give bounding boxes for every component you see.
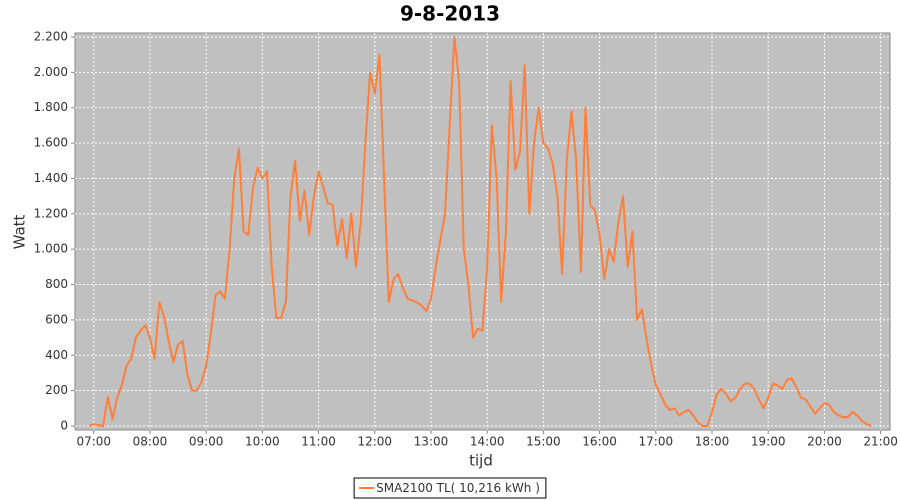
- plot-area: [74, 32, 891, 431]
- y-tick-label: 1.600: [34, 136, 68, 150]
- y-tick-label: 1.800: [34, 100, 68, 114]
- data-line: [88, 36, 872, 427]
- y-tick-label: 600: [45, 312, 68, 326]
- y-tick-label: 800: [45, 277, 68, 291]
- y-tick-label: 2.200: [34, 30, 68, 44]
- x-tick-label: 17:00: [639, 435, 674, 449]
- x-tick-label: 18:00: [695, 435, 730, 449]
- y-tick-label: 400: [45, 348, 68, 362]
- x-tick-label: 14:00: [470, 435, 505, 449]
- x-axis-label: tijd: [469, 452, 493, 470]
- legend-box: [353, 477, 547, 499]
- x-tick-label: 12:00: [357, 435, 392, 449]
- x-tick-label: 11:00: [301, 435, 336, 449]
- x-tick-label: 15:00: [526, 435, 561, 449]
- x-tick-label: 10:00: [245, 435, 280, 449]
- y-tick-label: 1.200: [34, 206, 68, 220]
- x-tick-label: 09:00: [189, 435, 224, 449]
- x-tick-label: 19:00: [751, 435, 786, 449]
- y-axis-label: Watt: [11, 214, 29, 249]
- y-tick-label: 1.400: [34, 171, 68, 185]
- y-tick-label: 2.000: [34, 65, 68, 79]
- x-tick-label: 20:00: [807, 435, 842, 449]
- y-tick-label: 200: [45, 383, 68, 397]
- legend-label: SMA2100 TL( 10,216 kWh ): [376, 481, 540, 495]
- x-tick-label: 07:00: [76, 435, 111, 449]
- y-tick-label: 1.000: [34, 242, 68, 256]
- y-tick-label: 0: [60, 419, 68, 433]
- legend: SMA2100 TL( 10,216 kWh ): [353, 477, 547, 499]
- chart-title: 9-8-2013: [400, 2, 500, 26]
- x-tick-label: 21:00: [863, 435, 898, 449]
- x-tick-label: 08:00: [133, 435, 168, 449]
- x-tick-label: 13:00: [414, 435, 449, 449]
- x-tick-label: 16:00: [582, 435, 617, 449]
